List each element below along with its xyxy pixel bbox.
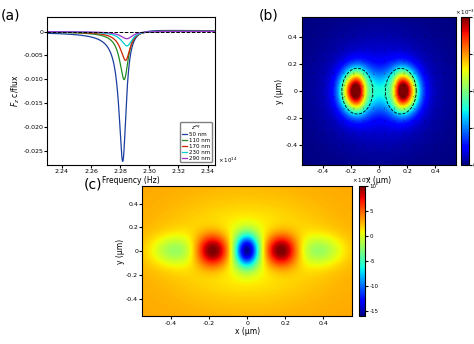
50 nm (169, 29, 175, 33)
230 nm (73, 30, 79, 34)
170 nm (191, 29, 196, 33)
X-axis label: Frequency (Hz): Frequency (Hz) (102, 176, 160, 185)
Text: $\times\,10^{14}$: $\times\,10^{14}$ (218, 156, 237, 165)
230 nm (64, 30, 69, 34)
170 nm (64, 30, 69, 34)
X-axis label: x (μm): x (μm) (235, 327, 260, 336)
Legend: 50 nm, 110 nm, 170 nm, 230 nm, 290 nm: 50 nm, 110 nm, 170 nm, 230 nm, 290 nm (180, 122, 212, 162)
50 nm (212, 29, 218, 33)
290 nm (109, 31, 114, 35)
290 nm (209, 29, 214, 33)
110 nm (191, 29, 196, 33)
110 nm (45, 30, 50, 34)
110 nm (179, 29, 184, 33)
290 nm (206, 29, 212, 33)
230 nm (209, 29, 214, 33)
Line: 110 nm: 110 nm (47, 31, 215, 79)
110 nm (116, 55, 122, 59)
Text: (c): (c) (83, 178, 102, 192)
50 nm (116, 107, 122, 111)
290 nm (73, 30, 79, 34)
Y-axis label: y (μm): y (μm) (275, 78, 284, 104)
Line: 170 nm: 170 nm (47, 31, 215, 61)
170 nm (73, 30, 79, 34)
110 nm (64, 31, 69, 35)
170 nm (45, 30, 50, 34)
50 nm (45, 31, 50, 35)
230 nm (116, 36, 122, 40)
170 nm (209, 29, 214, 33)
230 nm (198, 29, 204, 33)
Title: $\times\,10^{-3}$: $\times\,10^{-3}$ (455, 7, 474, 17)
170 nm (116, 43, 122, 47)
Y-axis label: $F_z$ c/flux: $F_z$ c/flux (9, 75, 22, 107)
Text: (a): (a) (0, 8, 20, 22)
110 nm (121, 77, 127, 82)
50 nm (191, 29, 196, 33)
290 nm (45, 30, 50, 34)
290 nm (116, 33, 122, 37)
230 nm (212, 29, 218, 33)
170 nm (109, 35, 114, 39)
290 nm (64, 30, 69, 34)
230 nm (109, 32, 114, 36)
50 nm (109, 53, 114, 57)
50 nm (64, 32, 69, 36)
110 nm (109, 39, 114, 43)
Y-axis label: y (μm): y (μm) (116, 238, 125, 264)
290 nm (212, 29, 218, 33)
110 nm (73, 31, 79, 35)
Line: 50 nm: 50 nm (47, 31, 215, 161)
170 nm (212, 29, 218, 33)
230 nm (191, 29, 196, 33)
230 nm (124, 44, 130, 48)
Text: (b): (b) (259, 8, 278, 22)
110 nm (209, 29, 214, 33)
290 nm (124, 37, 130, 41)
Title: $\times\,10^{-3}$: $\times\,10^{-3}$ (352, 176, 372, 185)
50 nm (73, 33, 79, 37)
110 nm (212, 29, 218, 33)
170 nm (123, 58, 128, 63)
230 nm (45, 30, 50, 34)
170 nm (188, 29, 194, 33)
Line: 230 nm: 230 nm (47, 31, 215, 46)
290 nm (191, 29, 196, 33)
Line: 290 nm: 290 nm (47, 31, 215, 39)
50 nm (120, 159, 126, 163)
50 nm (209, 29, 214, 33)
X-axis label: x (μm): x (μm) (366, 176, 392, 185)
